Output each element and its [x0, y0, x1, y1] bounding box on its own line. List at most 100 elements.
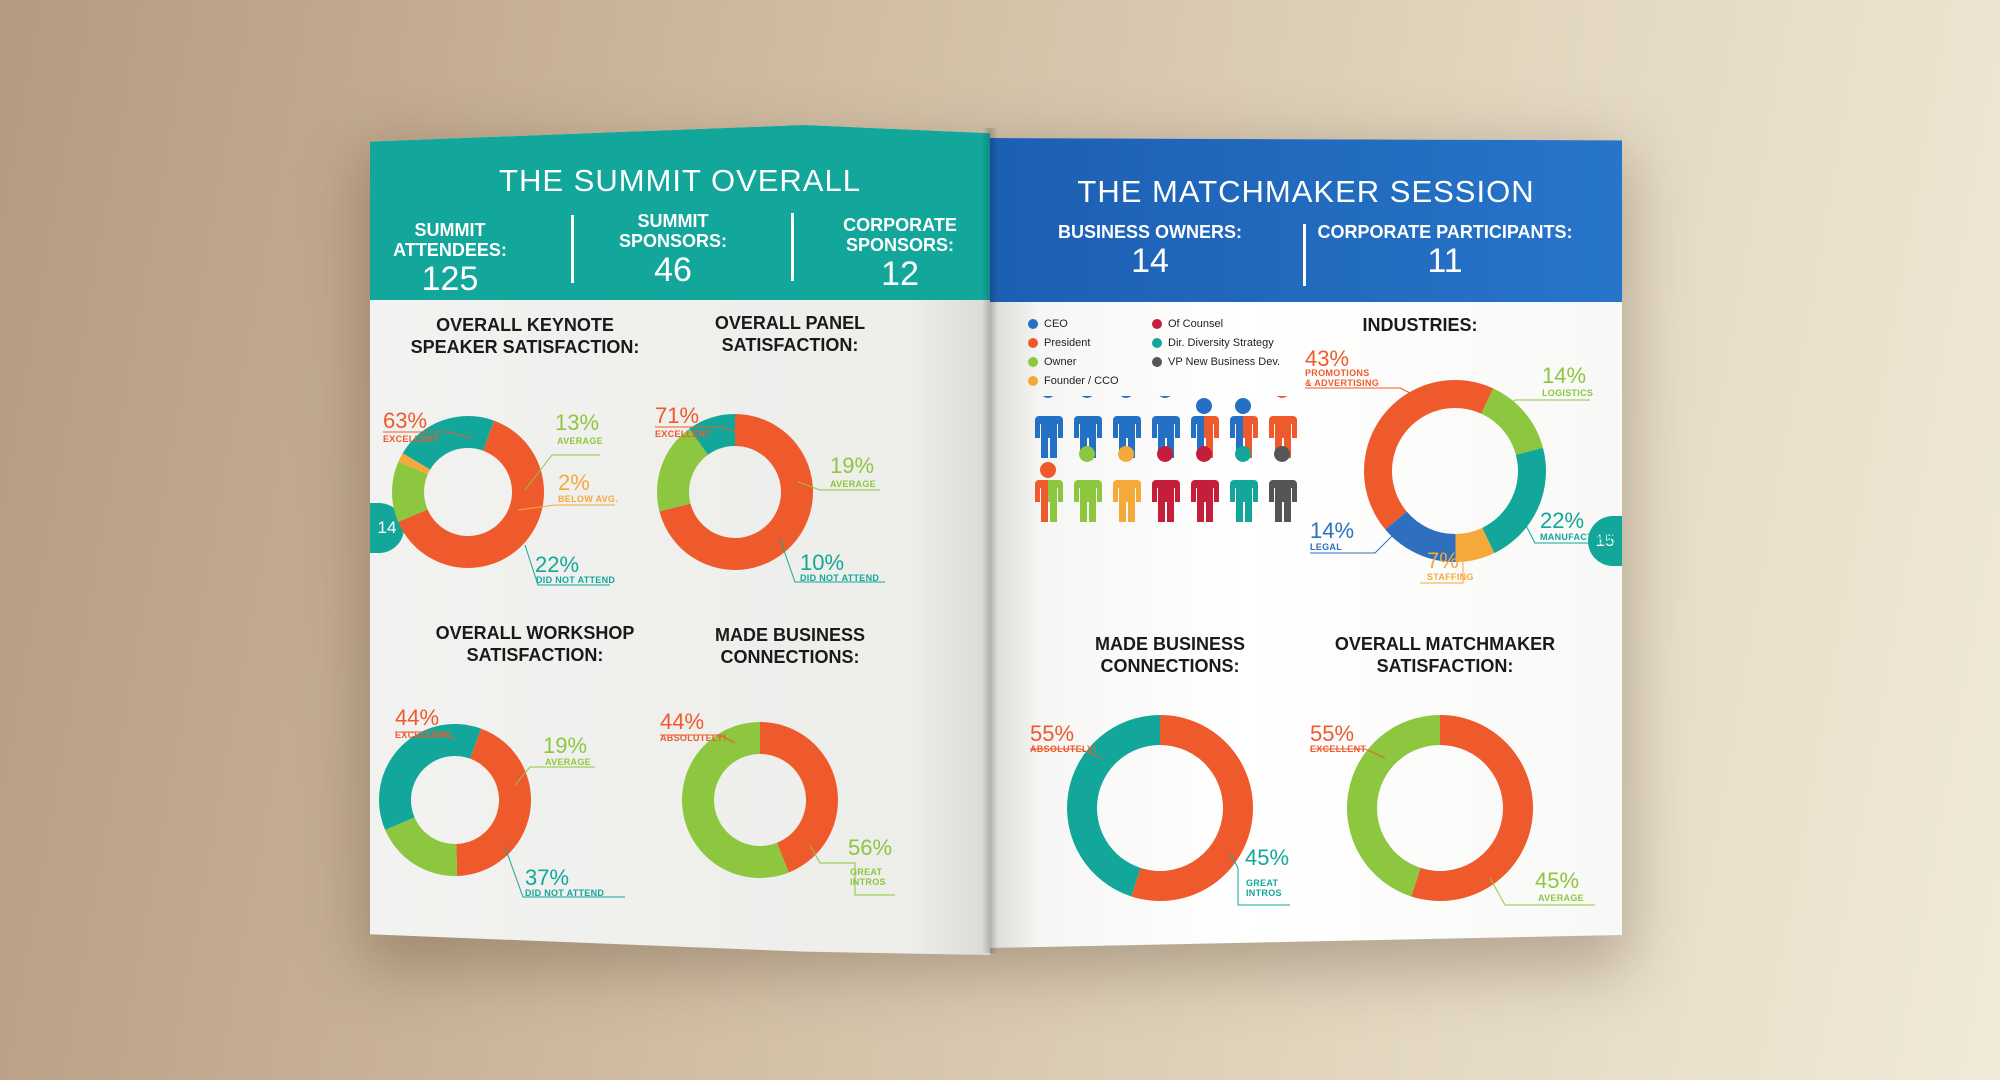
- donut-slice-did-not-attend: [402, 416, 494, 470]
- legend-dot: [1028, 356, 1038, 367]
- legend-label: VP New Business Dev.: [1168, 355, 1281, 368]
- donut-slice-legal: [1385, 511, 1456, 562]
- person-icon: [1113, 396, 1141, 458]
- person-shape: [1074, 446, 1102, 522]
- callout-excellent: 63% EXCELLENT: [383, 408, 472, 444]
- summit-connections-donut-chart: 44% ABSOLUTELY! 56% GREAT INTROS: [660, 709, 895, 896]
- person-icon: [1152, 396, 1180, 458]
- stat-sponsors: SUMMIT SPONSORS: 46: [608, 211, 738, 289]
- keynote-callouts-right: 13% AVERAGE 2% BELOW AVG. 22% DID NOT AT…: [517, 410, 618, 586]
- person-icon: [1074, 396, 1102, 458]
- callout-average: 19% AVERAGE: [514, 733, 595, 786]
- stat-label: SUMMIT ATTENDEES:: [393, 220, 507, 260]
- mm-satisfaction-donut-chart: 55% EXCELLENT 45% AVERAGE: [1310, 715, 1595, 906]
- workshop-excellent-label: EXCELLENT: [395, 730, 451, 740]
- callout-excellent: 44% EXCELLENT: [395, 705, 456, 741]
- keynote-donut-chart: 63% EXCELLENT: [383, 408, 544, 568]
- donut-slice-did-not-attend: [689, 414, 735, 455]
- left-page: THE SUMMIT OVERALL SUMMIT ATTENDEES: 125…: [370, 125, 990, 955]
- person-head: [1040, 462, 1056, 478]
- industries-manufacturing-pct: 22%: [1540, 508, 1584, 533]
- person-shape: [1113, 396, 1141, 458]
- mm-satisfaction-title: OVERALL MATCHMAKER SATISFACTION:: [1334, 634, 1556, 676]
- keynote-average-label: AVERAGE: [557, 436, 603, 446]
- stat-corporate-sponsors: CORPORATE SPONSORS: 12: [830, 215, 970, 293]
- legend-dot: [1152, 337, 1162, 348]
- person-shape-half: [1035, 462, 1048, 522]
- divider: [571, 215, 574, 283]
- donut-slice-below-avg: [398, 453, 431, 475]
- legend-label: Of Counsel: [1168, 317, 1224, 330]
- summit-conn-great-intros-label-2: INTROS: [850, 877, 886, 887]
- matchmaker-title: THE MATCHMAKER SESSION: [1077, 174, 1535, 209]
- summit-conn-absolutely-label: ABSOLUTELY!: [660, 733, 726, 743]
- person-shape: [1269, 396, 1297, 458]
- legend-label: Founder / CCO: [1044, 374, 1119, 387]
- person-shape: [1035, 396, 1063, 458]
- mm-sat-average-label: AVERAGE: [1538, 893, 1584, 903]
- divider: [1303, 224, 1306, 286]
- industries-legal-label: LEGAL: [1310, 542, 1342, 552]
- legend-item: President: [1028, 333, 1119, 352]
- panel-excellent-label: EXCELLENT: [655, 429, 711, 439]
- legend-item: CEO: [1028, 314, 1119, 333]
- legend-label: Owner: [1044, 355, 1077, 368]
- callout-manufacturing: 22% MANUFACTURING: [1516, 507, 1622, 544]
- donut-slice-average: [385, 817, 458, 876]
- person-shape: [1152, 446, 1180, 522]
- keynote-below-avg-label: BELOW AVG.: [558, 494, 618, 504]
- summit-connections-title: MADE BUSINESS CONNECTIONS:: [714, 625, 866, 667]
- person-icon: [1269, 446, 1297, 522]
- panel-donut-chart: 71% EXCELLENT 19% AVERAGE 10% DID NOT AT…: [655, 403, 885, 583]
- legend-label: CEO: [1044, 317, 1068, 330]
- donut-slice-manufacturing: [1482, 447, 1546, 554]
- callout-promotions: 43% PROMOTIONS & ADVERTISING: [1305, 346, 1421, 399]
- donut-slice-average: [1347, 715, 1440, 897]
- summit-conn-absolutely-pct: 44%: [660, 709, 704, 734]
- callout-logistics: 14% LOGISTICS: [1504, 363, 1593, 409]
- person-shape-half: [1204, 398, 1219, 458]
- person-icon: [1191, 398, 1219, 458]
- mm-sat-average-pct: 45%: [1535, 868, 1579, 893]
- page-number: 15: [1588, 516, 1622, 566]
- person-icon: [1269, 396, 1297, 458]
- workshop-title: OVERALL WORKSHOP SATISFACTION:: [435, 623, 635, 665]
- person-icon: [1152, 446, 1180, 522]
- legend-dot: [1152, 356, 1162, 367]
- person-shape: [1074, 396, 1102, 458]
- legend-dot: [1028, 337, 1038, 348]
- donut-slice-absolutely: [760, 722, 838, 873]
- panel-average-label: AVERAGE: [830, 479, 876, 489]
- stat-label: CORPORATE PARTICIPANTS:: [1317, 222, 1573, 242]
- person-shape-half: [1048, 462, 1063, 522]
- people-pictogram: [1035, 396, 1297, 522]
- donut-slice-excellent: [1411, 715, 1533, 901]
- mm-conn-great-intros-label-2: INTROS: [1246, 888, 1282, 898]
- callout-great-intros: 56% GREAT INTROS: [809, 835, 895, 896]
- stat-business-owners: BUSINESS OWNERS: 14: [1050, 222, 1250, 280]
- legend-label: Dir. Diversity Strategy: [1168, 336, 1274, 349]
- mm-conn-absolutely-pct: 55%: [1030, 721, 1074, 746]
- summit-conn-great-intros-label: GREAT: [850, 867, 883, 877]
- roles-legend-col-1: CEO President Owner Founder / CCO: [1028, 314, 1119, 390]
- keynote-dna-label: DID NOT ATTEND: [536, 575, 615, 585]
- mm-conn-absolutely-label: ABSOLUTELY!: [1030, 744, 1096, 754]
- donut-slice-excellent: [456, 728, 531, 876]
- workshop-average-label: AVERAGE: [545, 757, 591, 767]
- callout-legal: 14% LEGAL: [1310, 518, 1401, 554]
- mm-conn-great-intros-pct: 45%: [1245, 845, 1289, 870]
- callout-did-not-attend: 22% DID NOT ATTEND: [524, 544, 615, 586]
- donut-slice-excellent: [659, 414, 813, 570]
- mm-connections-donut-chart: 55% ABSOLUTELY! 45% GREAT INTROS: [1030, 715, 1290, 906]
- roles-legend-col-2: Of Counsel Dir. Diversity Strategy VP Ne…: [1152, 314, 1280, 371]
- mm-conn-great-intros-label-1: GREAT: [1246, 878, 1279, 888]
- industries-promotions-pct: 43%: [1305, 346, 1349, 371]
- stat-value: 46: [654, 251, 692, 289]
- callout-below-avg: 2% BELOW AVG.: [517, 470, 618, 511]
- donut-slice-average: [392, 461, 428, 522]
- industries-logistics-label: LOGISTICS: [1542, 388, 1593, 398]
- legend-label: President: [1044, 336, 1091, 349]
- divider: [791, 213, 794, 281]
- right-page: THE MATCHMAKER SESSION BUSINESS OWNERS: …: [990, 138, 1622, 948]
- donut-slice-logistics: [1481, 388, 1543, 455]
